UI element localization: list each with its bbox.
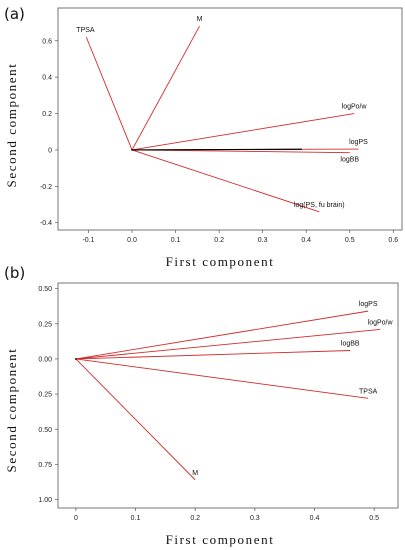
panel-b-x-tick-label: 0.4 xyxy=(310,515,320,522)
panel-a-vector-label: M xyxy=(197,16,203,23)
panel-b-y-tick-label: 0.50 xyxy=(38,427,52,434)
panel-b-x-axis-title: First component xyxy=(166,532,275,547)
panel-b-x-tick-label: 0.5 xyxy=(369,515,379,522)
panel-a-vector-log-ps-fu-brain- xyxy=(131,149,320,213)
panel-a-vector-label: logPS xyxy=(349,139,368,146)
panel-a-x-tick-label: 0.5 xyxy=(345,237,355,244)
panel-a-vector-label: log(PS, fu brain) xyxy=(294,202,345,209)
panel-b-y-tick-label: 1.00 xyxy=(38,497,52,504)
panel-b-y-tick-label: 0.25 xyxy=(38,321,52,328)
panel-b-y-tick-label: 0.75 xyxy=(38,462,52,469)
panel-b-label: (b) xyxy=(4,264,25,282)
panel-b: (b) 0 0.1 0.2 0.3 0.4 0.5 0.50 0.25 0.00 0.25 0.50… xyxy=(4,264,399,547)
panel-b-vector-logbb xyxy=(75,350,351,360)
panel-a-x-tick-label: 0.2 xyxy=(214,237,224,244)
panel-b-origin-point xyxy=(74,358,77,360)
panel-a-x-tick-label: 0.3 xyxy=(258,237,268,244)
panel-a-y-tick-label: 0 xyxy=(48,147,52,154)
panel-b-vector-label: logPS xyxy=(359,301,378,308)
panel-a-y-tick-label: -0.4 xyxy=(40,220,52,227)
panel-b-x-tick-label: 0 xyxy=(74,515,78,522)
panel-a-y-tick-label: 0.6 xyxy=(42,38,52,45)
panel-b-y-tick-label: 0.00 xyxy=(38,356,52,363)
panel-a-x-tick-label: 0.1 xyxy=(171,237,181,244)
panel-b-marks: 0 0.1 0.2 0.3 0.4 0.5 0.50 0.25 0.00 0.25 0.50 0.75… xyxy=(38,286,393,522)
panel-b-vector-tpsa xyxy=(75,358,369,399)
panel-a-y-axis-title: Second component xyxy=(4,63,19,188)
panel-a-marks: -0.1 0.0 0.1 0.2 0.3 0.4 0.5 0.6 0.6 0.4 0.2 0 -0.2 -… xyxy=(40,16,398,244)
panel-a-vector-label: TPSA xyxy=(76,27,95,34)
panel-a-vector-logps-overlay xyxy=(132,148,302,151)
panel-b-vector-label: TPSA xyxy=(359,388,378,395)
panel-a-x-tick-label: 0.6 xyxy=(388,237,398,244)
panel-a-vector-label: logBB xyxy=(340,157,359,164)
panel-a-vector-label: logPo/w xyxy=(342,104,368,111)
panel-b-vector-label: M xyxy=(192,470,198,477)
panel-b-vector-label: logBB xyxy=(341,341,360,348)
panel-b-y-tick-label: 0.25 xyxy=(38,392,52,399)
panel-b-x-tick-label: 0.1 xyxy=(131,515,141,522)
panel-b-plot-frame xyxy=(57,282,399,509)
panel-a-vector-logbb xyxy=(132,149,350,154)
panel-a: (a) -0.1 0.0 0.1 0.2 0.3 0.4 0.5 0.60.60.40.20-… xyxy=(4,5,403,269)
panel-b-vector-label: logPo/w xyxy=(368,319,394,326)
panel-b-x-tick-label: 0.3 xyxy=(250,515,260,522)
panel-a-vector-tpsa xyxy=(85,36,133,151)
panel-a-x-tick-label: -0.1 xyxy=(82,237,94,244)
panel-a-x-tick-label: 0.4 xyxy=(301,237,311,244)
panel-b-vector-m xyxy=(75,358,196,481)
panel-a-vector-logpo-w xyxy=(131,113,355,151)
panel-a-x-tick-label: 0.0 xyxy=(127,237,137,244)
panel-a-y-tick-label: -0.2 xyxy=(40,184,52,191)
panel-a-y-tick-label: 0.2 xyxy=(42,111,52,118)
panel-b-x-tick-label: 0.2 xyxy=(190,515,200,522)
panel-a-x-axis-title: First component xyxy=(166,254,275,269)
panel-a-y-tick-label: 0.4 xyxy=(42,75,52,82)
panel-b-vector-logpo-w xyxy=(75,328,381,360)
panel-b-y-axis-title: Second component xyxy=(4,348,19,473)
panel-b-vector-logps xyxy=(75,310,369,360)
panel-a-label: (a) xyxy=(4,5,25,23)
panel-b-y-tick-label: 0.50 xyxy=(38,286,52,293)
panel-a-vector-m xyxy=(131,25,200,151)
panel-a-plot-frame xyxy=(57,7,403,231)
